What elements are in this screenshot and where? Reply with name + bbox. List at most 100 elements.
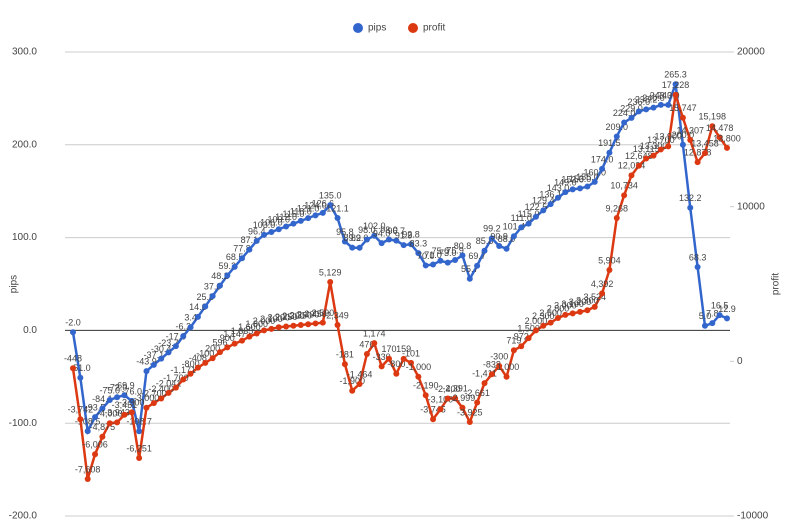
data-point [709,320,716,327]
y2-axis-title: profit [771,273,782,295]
data-point [283,223,290,230]
data-label: 103.0 [253,220,276,230]
data-label: 2,400 [297,310,320,320]
data-point [665,101,672,108]
data-label: 3,200 [569,297,592,307]
data-point [341,361,348,368]
data-label: 85.8 [476,236,494,246]
data-label: 111.0 [511,213,532,223]
data-point [621,192,628,199]
data-label: 88.0 [498,234,516,244]
data-point [503,373,510,380]
data-label: 2,200 [267,313,290,323]
data-label: 149.0 [554,178,577,188]
y2-tick-label: -10000 [737,511,769,522]
data-label: -51.0 [70,363,91,373]
data-point [599,290,606,297]
data-point [408,241,415,248]
data-point [694,264,701,271]
data-point [474,262,481,269]
data-point [363,236,370,243]
data-point [613,133,620,140]
data-label: 75.9 [446,245,464,255]
data-point [635,108,642,115]
data-point [393,370,400,377]
data-label: 115.0 [283,209,305,219]
data-point [261,327,268,334]
data-point [430,261,437,268]
data-label: -100 [196,348,214,358]
data-label: 7.8 [706,309,719,319]
data-label: 240.0 [642,93,665,103]
data-label: 13,458 [691,139,719,149]
y-tick-label: 300.0 [12,47,37,58]
data-label: -37.1 [144,350,165,360]
data-label: 71.0 [424,250,442,260]
data-label: 75.0 [432,246,450,256]
data-label: 5,904 [598,255,621,265]
data-label: -838 [483,360,501,370]
data-label: 229.0 [620,103,643,113]
data-point [216,282,223,289]
data-point [540,207,547,214]
data-label: 1,600 [238,322,261,332]
data-point [488,235,495,242]
data-point [459,404,466,411]
data-point [371,340,378,347]
data-label: -17.0 [166,332,187,342]
data-point [415,373,422,380]
data-point [349,244,356,251]
data-point [496,362,503,369]
data-label: -1,464 [347,369,373,379]
data-label: 37.0 [204,281,222,291]
data-point [481,380,488,387]
data-point [70,365,76,372]
data-point [635,162,642,169]
data-point [510,347,517,354]
data-point [562,189,569,196]
data-point [84,428,91,435]
data-label: -2.0 [65,318,81,328]
data-point [687,137,694,144]
data-label: -3,000 [134,393,160,403]
data-label: -101 [402,348,420,358]
data-label: 476 [359,339,374,349]
data-label: 596 [212,337,227,347]
data-label: 2,450 [304,309,327,319]
data-label: 98.0 [380,225,398,235]
data-point [591,303,598,310]
data-label: 160.0 [583,167,606,177]
y-axis-title: pips [9,275,20,293]
data-label: 3,100 [561,299,584,309]
data-label: 1,335 [231,326,254,336]
data-point [599,165,606,172]
data-label: 224.0 [613,108,636,118]
data-point [393,237,400,244]
data-label: 5,129 [319,267,342,277]
data-label: 99.2 [483,224,501,234]
data-label: -6,251 [126,443,152,453]
data-point [378,363,385,370]
data-point [577,308,584,315]
data-label: -1,000 [406,362,432,372]
data-label: -4,000 [97,409,123,419]
y2-tick-label: 0 [737,356,743,367]
data-label: -3,742 [68,405,94,415]
data-label: 972 [514,332,529,342]
data-point [253,237,260,244]
data-label: -6.2 [175,322,191,332]
data-label: -23.7 [158,338,179,348]
data-point [172,343,179,350]
data-point [216,349,223,356]
data-label: -69.9 [114,381,135,391]
data-point [77,416,84,423]
data-point [143,368,150,375]
data-label: 1,147 [223,329,246,339]
data-label: 94.0 [373,229,391,239]
data-point [591,178,598,185]
data-point [290,220,297,227]
data-label: 191.5 [598,138,621,148]
y-tick-label: 0.0 [23,325,37,336]
data-point [231,263,238,270]
data-point [724,315,730,322]
